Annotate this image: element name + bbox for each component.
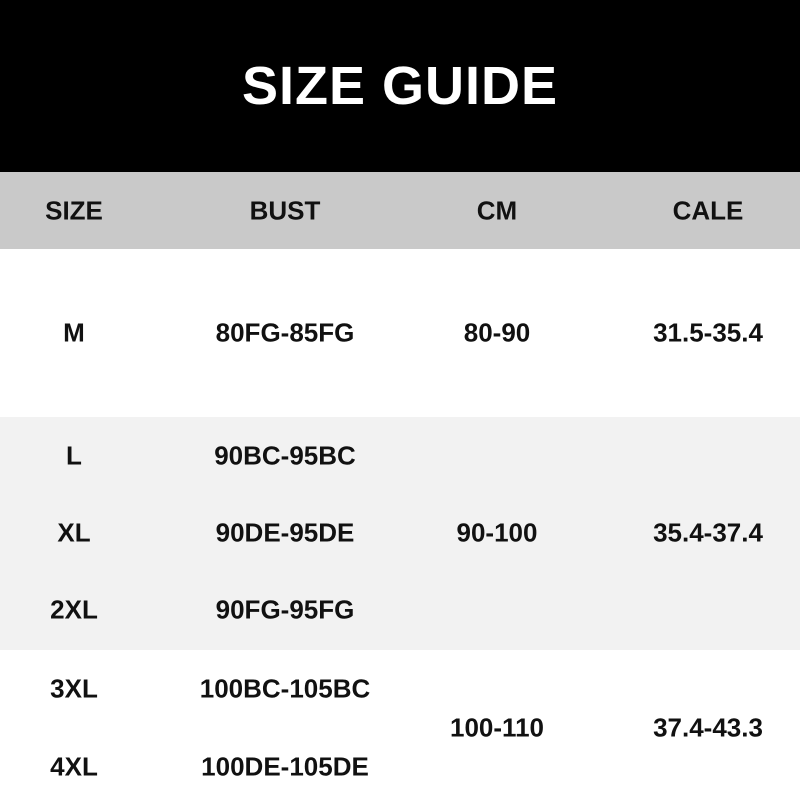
header-row — [0, 172, 800, 249]
size-cell: 2XL — [50, 594, 98, 625]
row-group-3xl-4xl — [0, 650, 800, 800]
cm-cell: 90-100 — [456, 517, 538, 548]
header-cale: CALE — [672, 195, 744, 226]
size-cell: 3XL — [50, 673, 98, 704]
bust-cell: 90BC-95BC — [214, 440, 356, 471]
size-cell: 4XL — [50, 751, 98, 782]
bust-cell: 90FG-95FG — [215, 594, 355, 625]
cm-cell: 100-110 — [450, 712, 544, 743]
cale-cell: 31.5-35.4 — [653, 317, 763, 348]
bust-cell: 80FG-85FG — [215, 317, 355, 348]
row-group-l-2xl — [0, 417, 800, 650]
cale-cell: 35.4-37.4 — [653, 517, 763, 548]
size-cell: M — [63, 317, 85, 348]
title-bar — [0, 0, 800, 172]
header-bust: BUST — [249, 195, 321, 226]
header-size: SIZE — [45, 195, 103, 226]
page-title: SIZE GUIDE — [241, 56, 559, 116]
size-cell: XL — [57, 517, 91, 548]
bust-cell: 100BC-105BC — [199, 673, 371, 704]
bust-cell: 100DE-105DE — [201, 751, 369, 782]
bust-cell: 90DE-95DE — [215, 517, 355, 548]
cm-cell: 80-90 — [463, 317, 531, 348]
row-group-m — [0, 249, 800, 417]
size-cell: L — [66, 440, 82, 471]
cale-cell: 37.4-43.3 — [653, 712, 763, 743]
header-cm: CM — [476, 195, 518, 226]
